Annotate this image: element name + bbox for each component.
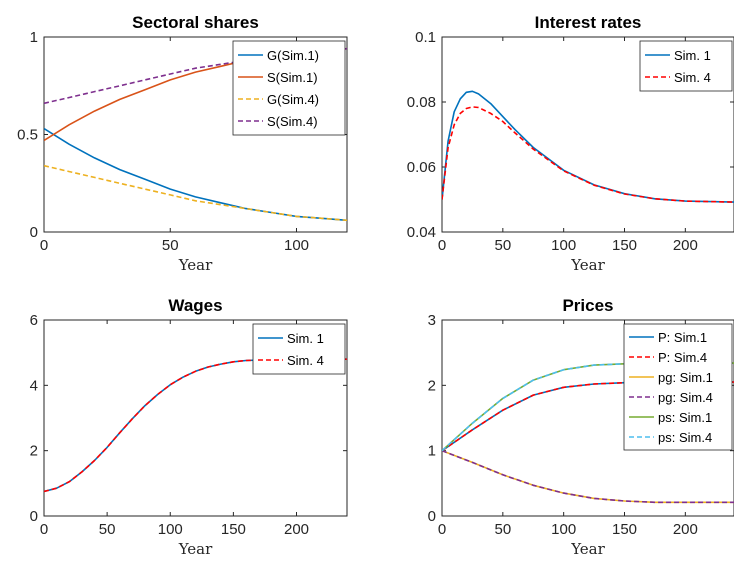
x-tick-label: 0	[40, 237, 48, 254]
y-tick-label: 0.06	[407, 159, 436, 176]
legend: P: Sim.1 P: Sim.4 pg: Sim.1 pg: Sim.4 ps: Si…	[623, 323, 733, 451]
series-line-ps-sim-4	[442, 362, 734, 452]
x-tick-label: 50	[494, 521, 511, 538]
legend-label: S(Sim.1)	[267, 70, 318, 85]
x-tick-label: 200	[673, 237, 698, 254]
legend-label: P: Sim.1	[658, 330, 707, 345]
y-tick-label: 4	[30, 377, 38, 394]
y-tick-label: 0.08	[407, 94, 436, 111]
legend-label: Sim. 4	[674, 70, 711, 85]
x-tick-label: 100	[551, 521, 576, 538]
legend-label: pg: Sim.4	[658, 390, 713, 405]
x-tick-label: 50	[162, 237, 179, 254]
legend-box	[232, 40, 346, 136]
y-tick-label: 0.1	[415, 29, 436, 46]
legend-label: ps: Sim.4	[658, 430, 712, 445]
legend-label: ps: Sim.1	[658, 410, 712, 425]
legend-label: G(Sim.1)	[267, 48, 319, 63]
y-tick-label: 3	[428, 312, 436, 329]
legend-label: S(Sim.4)	[267, 114, 318, 129]
chart-panel-sectoral-shares: Sectoral shares 0 50 100 0 0.5 1 Year G(Sim.1) S(…	[17, 13, 348, 274]
y-tick-label: 1	[428, 443, 436, 460]
legend-label: Sim. 1	[674, 48, 711, 63]
legend-label: Sim. 4	[287, 353, 324, 368]
x-tick-label: 50	[99, 521, 116, 538]
legend-box	[623, 323, 733, 451]
x-tick-label: 100	[158, 521, 183, 538]
y-tick-label: 2	[428, 377, 436, 394]
x-tick-label: 200	[673, 521, 698, 538]
x-tick-label: 200	[284, 521, 309, 538]
series-line-p-sim-4	[442, 381, 734, 452]
legend: G(Sim.1) S(Sim.1) G(Sim.4) S(Sim.4)	[232, 40, 346, 136]
chart-title: Wages	[168, 296, 222, 315]
legend-box	[639, 40, 733, 92]
x-axis-label: Year	[178, 256, 213, 274]
chart-title: Prices	[562, 296, 613, 315]
y-tick-label: 0.5	[17, 127, 38, 144]
y-tick-label: 0	[30, 508, 38, 525]
y-tick-label: 6	[30, 312, 38, 329]
series-line-g-sim-4	[44, 164, 347, 222]
chart-title: Interest rates	[535, 13, 642, 32]
x-tick-label: 150	[612, 237, 637, 254]
x-tick-label: 0	[40, 521, 48, 538]
y-tick-label: 2	[30, 443, 38, 460]
y-tick-label: 1	[30, 29, 38, 46]
legend-label: Sim. 1	[287, 331, 324, 346]
y-tick-label: 0	[30, 224, 38, 241]
series-line-pg-sim-4	[442, 449, 734, 504]
x-tick-label: 0	[438, 237, 446, 254]
x-tick-label: 50	[494, 237, 511, 254]
x-axis-label: Year	[570, 540, 605, 558]
x-tick-label: 150	[612, 521, 637, 538]
legend-label: G(Sim.4)	[267, 92, 319, 107]
x-tick-label: 150	[221, 521, 246, 538]
legend-box	[252, 323, 346, 375]
x-tick-label: 100	[551, 237, 576, 254]
chart-panel-wages: Wages 0 50 100 150 200 0 2 4 6 Year Sim. 1 Sim. 4	[30, 296, 348, 558]
legend-label: pg: Sim.1	[658, 370, 713, 385]
x-axis-label: Year	[570, 256, 605, 274]
y-tick-label: 0	[428, 508, 436, 525]
legend: Sim. 1 Sim. 4	[639, 40, 733, 92]
y-tick-label: 0.04	[407, 224, 436, 241]
series-group	[442, 90, 734, 203]
series-line-sim-4	[442, 106, 734, 203]
chart-panel-interest-rates: Interest rates 0 50 100 150 200 0.04 0.06 0.08 0.…	[407, 13, 734, 274]
legend-label: P: Sim.4	[658, 350, 707, 365]
legend: Sim. 1 Sim. 4	[252, 323, 346, 375]
chart-title: Sectoral shares	[132, 13, 259, 32]
x-axis-label: Year	[178, 540, 213, 558]
x-tick-label: 0	[438, 521, 446, 538]
x-tick-label: 100	[284, 237, 309, 254]
